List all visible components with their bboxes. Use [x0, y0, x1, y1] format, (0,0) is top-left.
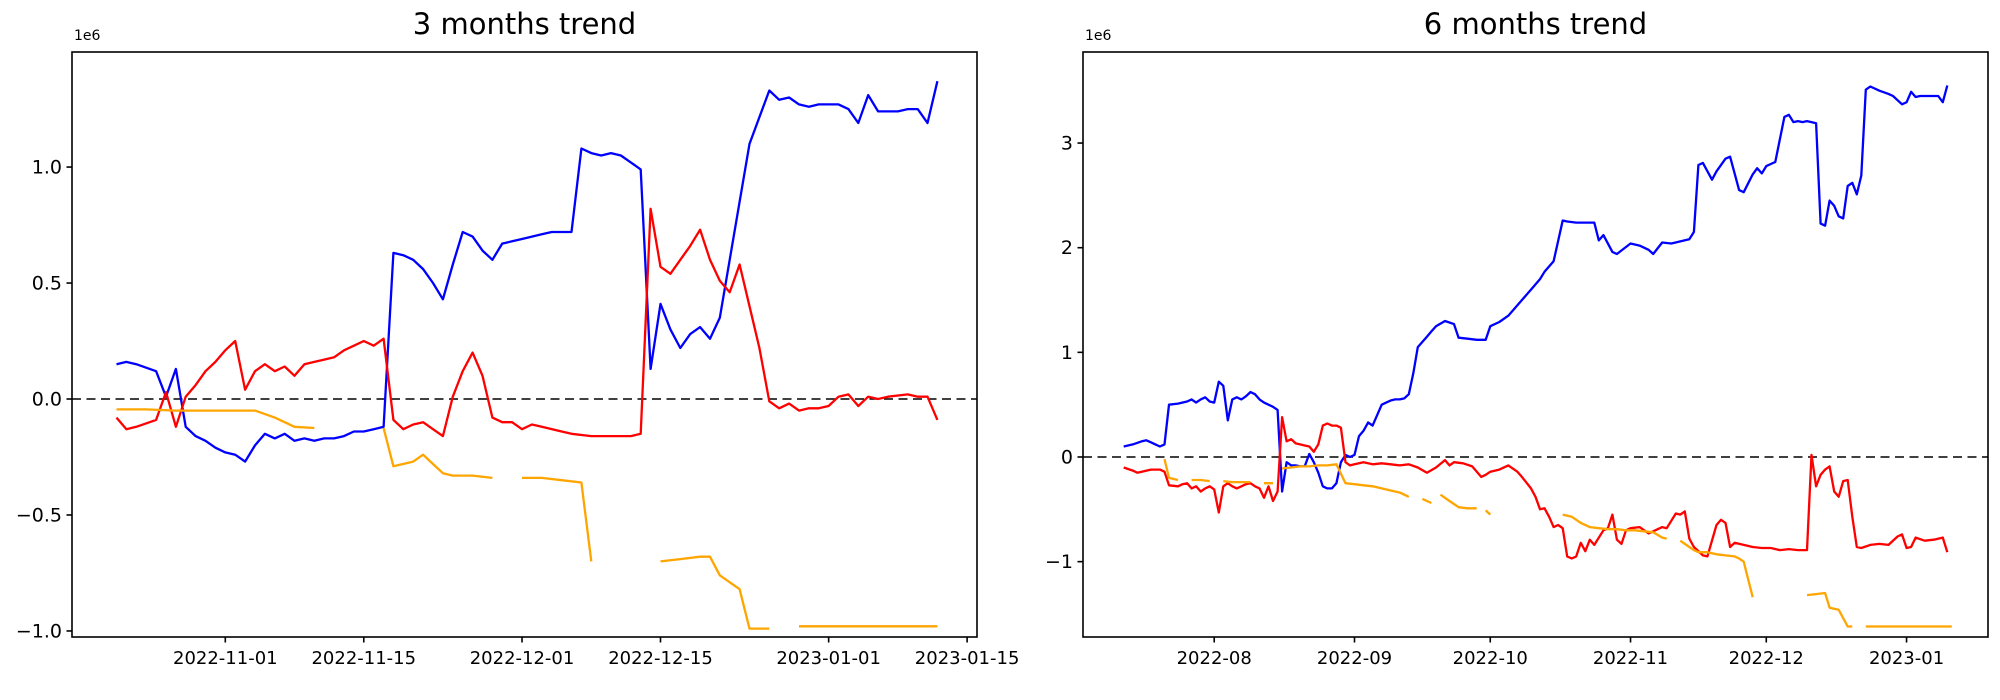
x-tick-label: 2022-11-15	[311, 648, 416, 669]
x-tick-label: 2022-12-15	[608, 648, 713, 669]
y-tick-label: 1	[1061, 342, 1073, 364]
x-tick-label: 2022-10	[1453, 648, 1528, 669]
y-axis-offset-label-right: 1e6	[1085, 28, 1112, 44]
y-tick-label: 0.5	[32, 273, 62, 295]
chart-title-3-months: 3 months trend	[412, 7, 637, 41]
x-tick-label: 2022-08	[1177, 648, 1252, 669]
x-tick-label: 2022-11-01	[173, 648, 278, 669]
series-line-red	[1123, 416, 1949, 560]
series-line-orange	[1163, 458, 1952, 628]
x-tick-label: 2023-01-15	[915, 648, 1020, 669]
series-line-blue	[116, 80, 939, 463]
y-tick-label: 0.0	[32, 389, 62, 411]
y-tick-label: 2	[1061, 237, 1073, 259]
axes-frame	[1082, 51, 1989, 638]
x-tick-label: 2022-09	[1317, 648, 1392, 669]
x-tick-label: 2022-11	[1593, 648, 1668, 669]
y-tick-label: −0.5	[16, 504, 62, 526]
x-tick-label: 2022-12-01	[470, 648, 575, 669]
chart-title-6-months: 6 months trend	[1423, 7, 1648, 41]
y-axis-offset-label-left: 1e6	[74, 28, 101, 44]
axes-frame	[71, 51, 978, 638]
x-tick-label: 2023-01	[1869, 648, 1944, 669]
x-tick-label: 2023-01-01	[776, 648, 881, 669]
series-line-orange	[116, 408, 938, 630]
y-tick-label: −1	[1045, 551, 1073, 573]
y-tick-label: 0	[1061, 447, 1073, 469]
series-line-red	[115, 207, 939, 438]
y-tick-label: 3	[1061, 133, 1073, 155]
x-tick-label: 2022-12	[1729, 648, 1804, 669]
y-tick-label: −1.0	[16, 620, 62, 642]
y-tick-label: 1.0	[32, 157, 62, 179]
series-line-blue	[1123, 85, 1949, 493]
